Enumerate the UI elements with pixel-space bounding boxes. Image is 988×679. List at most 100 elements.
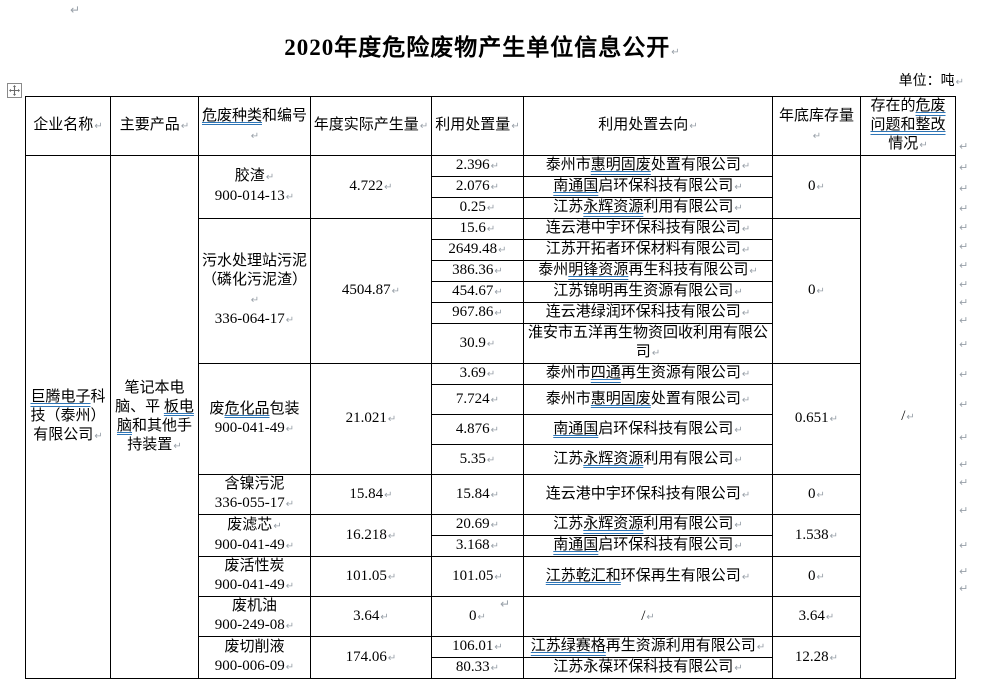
- disposal-amount-cell: 15.84↵: [431, 474, 524, 515]
- column-header: 年度实际产生量↵: [310, 96, 432, 156]
- paragraph-mark: ↵: [486, 454, 496, 466]
- grammar-underline: 永辉资源: [583, 199, 644, 215]
- disposal-amount-cell: 2.076↵: [431, 176, 524, 198]
- disposal-destination-cell: 南通国启环保科技有限公司↵: [523, 414, 773, 445]
- paragraph-mark: ↵: [734, 541, 743, 552]
- waste-line: 废滤芯↵: [227, 516, 282, 533]
- table-row: 污水处理站污泥 （磷化污泥渣）↵ 336-064-17↵ 4504.87↵ 15.6↵ 连…: [26, 218, 956, 364]
- disposal-destination-cell: 江苏永葆环保科技有限公司↵: [523, 657, 773, 679]
- paragraph-mark: ↵: [94, 431, 103, 442]
- disposal-destination-cell: 南通国启环保科技有限公司↵: [523, 176, 773, 198]
- paragraph-mark: ↵: [734, 663, 743, 674]
- paragraph-mark: ↵: [741, 161, 751, 172]
- paragraph-mark: ↵: [741, 369, 751, 380]
- column-header: 利用处置去向↵: [523, 96, 773, 156]
- paragraph-mark: ↵: [490, 489, 500, 501]
- table-row: 5.35↵ 江苏永辉资源利用有限公司↵: [26, 444, 956, 475]
- paragraph-mark: ↵: [646, 611, 655, 623]
- paragraph-mark: ↵: [387, 571, 397, 583]
- table-row: 废危化品包装 900-041-49↵ 21.021↵ 3.69↵ 泰州市四通再生资源有限…: [26, 363, 956, 475]
- paragraph-mark: ↵: [265, 172, 275, 183]
- paragraph-mark: ↵: [173, 440, 182, 452]
- paragraph-mark: ↵: [387, 530, 397, 542]
- paragraph-mark: ↵: [741, 245, 751, 256]
- paragraph-mark: ↵: [94, 121, 103, 132]
- row-end-mark: ↵: [959, 296, 969, 309]
- disposal-amount-cell: 7.724↵: [431, 384, 524, 415]
- disposal-destination-cell: 泰州明锋资源再生科技有限公司↵: [523, 260, 773, 282]
- annual-amount-cell: 174.06↵: [310, 636, 432, 679]
- paragraph-mark: ↵: [906, 412, 915, 423]
- disposal-destination-cell: 江苏乾汇和环保再生有限公司↵: [523, 556, 773, 597]
- grammar-underline: 明锋资源: [568, 262, 629, 278]
- paragraph-mark: ↵: [285, 581, 295, 592]
- waste-line: 含镍污泥: [224, 476, 285, 492]
- paragraph-mark: ↵: [285, 423, 295, 435]
- row-end-mark: ↵: [959, 368, 969, 381]
- grammar-underline: 危化品: [224, 400, 270, 417]
- grammar-underline: 板电脑: [116, 398, 194, 434]
- paragraph-mark: ↵: [816, 182, 825, 193]
- waste-line: 900-041-49↵: [214, 536, 295, 553]
- waste-line: 胶渣↵: [234, 168, 275, 184]
- move-cross-icon: [9, 85, 20, 96]
- table-move-handle[interactable]: [7, 83, 22, 98]
- disposal-destination-cell: 连云港绿润环保科技有限公司↵: [523, 302, 773, 324]
- annual-amount-cell: 4504.87↵: [310, 218, 432, 364]
- paragraph-mark: ↵: [494, 642, 503, 653]
- grammar-underline: 南通国: [553, 178, 599, 194]
- disposal-destination-cell: 江苏永辉资源利用有限公司↵: [523, 197, 773, 219]
- document-title: 2020年度危险废物产生单位信息公开↵: [0, 28, 964, 62]
- waste-type-cell: 废滤芯↵ 900-041-49↵: [198, 514, 311, 557]
- disposal-destination-cell: 淮安市五洋再生物资回收利用有限公司↵: [523, 323, 773, 364]
- grammar-underline: 惠明固废: [590, 157, 651, 173]
- disposal-amount-cell: 20.69↵: [431, 514, 524, 536]
- paragraph-mark: ↵: [490, 182, 500, 193]
- disposal-amount-cell: 3.168↵: [431, 535, 524, 557]
- paragraph-mark: ↵: [387, 414, 397, 425]
- grammar-underline: 永辉资源: [583, 516, 644, 532]
- waste-line: 336-055-17↵: [214, 495, 295, 511]
- disposal-amount-cell: 5.35↵: [431, 444, 524, 475]
- row-end-mark: ↵: [959, 503, 969, 517]
- paragraph-mark: ↵: [477, 611, 486, 623]
- paragraph-mark: ↵: [955, 77, 964, 88]
- annual-amount-cell: 15.84↵: [310, 474, 432, 515]
- grammar-underline: 危废问题和整改: [870, 98, 946, 133]
- paragraph-mark: ↵: [494, 287, 503, 298]
- disposal-amount-cell: 106.01↵: [431, 636, 524, 658]
- grammar-underline: 江苏乾汇和: [545, 567, 621, 584]
- row-end-mark: ↵: [959, 314, 969, 327]
- paragraph-mark: ↵: [734, 287, 743, 298]
- waste-line: 900-249-08↵: [214, 617, 295, 633]
- paragraph-mark: ↵: [689, 121, 698, 132]
- paragraph-mark: ↵: [285, 315, 295, 326]
- paragraph-mark: ↵: [919, 140, 928, 151]
- row-end-mark: ↵: [959, 258, 969, 272]
- waste-line: 900-041-49↵: [214, 577, 295, 593]
- paragraph-mark: ↵: [741, 394, 751, 406]
- paragraph-mark: ↵: [816, 489, 825, 501]
- annual-amount-cell: 21.021↵: [310, 363, 432, 475]
- yearend-stock-cell: 0.651↵: [772, 363, 861, 475]
- yearend-stock-cell: 0↵: [772, 155, 861, 219]
- waste-line: 废切削液: [224, 639, 285, 655]
- disposal-amount-cell: 15.6↵: [431, 218, 524, 240]
- row-end-mark: ↵: [959, 181, 969, 195]
- paragraph-mark: ↵: [486, 338, 496, 350]
- paragraph-mark: ↵: [490, 541, 500, 552]
- table-header-row: 企业名称↵ 主要产品↵ 危废种类和编号↵ 年度实际产生量↵ 利用处置量↵ 利用处置去向↵ 年…: [25, 96, 956, 156]
- paragraph-mark: ↵: [749, 266, 758, 277]
- row-end-mark: ↵: [959, 139, 969, 153]
- paragraph-mark: ↵: [741, 571, 751, 583]
- annual-amount-cell: 4.722↵: [310, 155, 432, 219]
- yearend-stock-cell: 0↵: [772, 474, 861, 515]
- waste-line: 废机油: [231, 598, 277, 614]
- paragraph-mark: ↵: [671, 47, 680, 58]
- grammar-underline: 巨腾电子: [30, 389, 91, 405]
- table-row: 967.86↵ 连云港绿润环保科技有限公司↵: [26, 302, 956, 324]
- company-name-cell: 巨腾电子科技（泰州）有限公司↵: [25, 155, 111, 679]
- column-header: 危废种类和编号↵: [198, 96, 311, 156]
- paragraph-mark: ↵: [816, 571, 825, 583]
- grammar-underline: 江苏绿赛格: [530, 638, 606, 654]
